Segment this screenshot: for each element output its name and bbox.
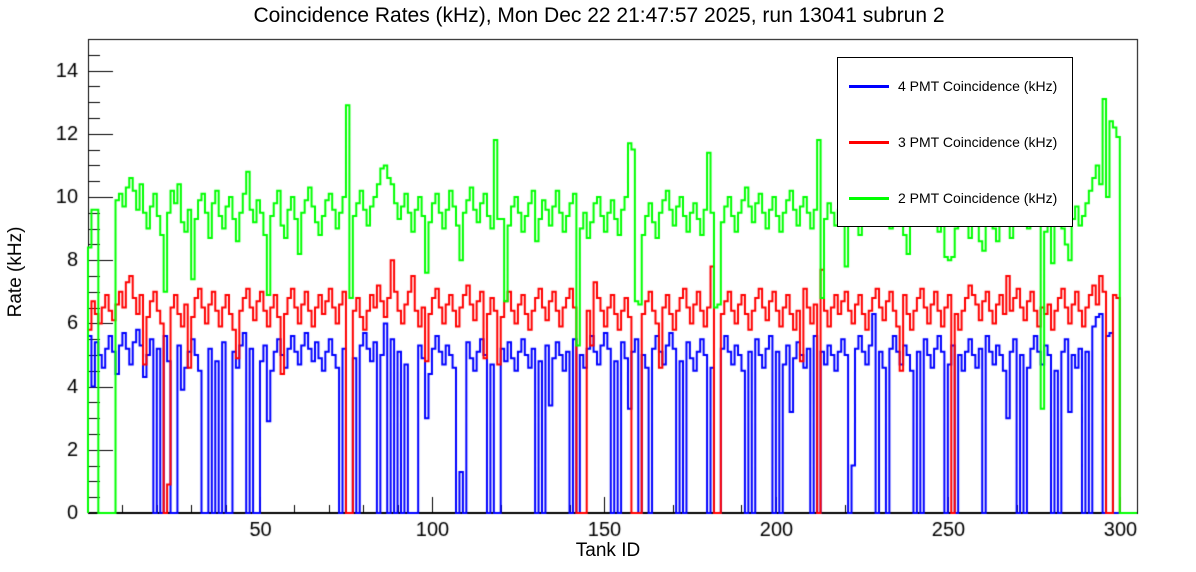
legend-line-2pmt-icon bbox=[849, 196, 889, 200]
x-axis-title: Tank ID bbox=[575, 540, 641, 561]
legend: 4 PMT Coincidence (kHz) 3 PMT Coincidenc… bbox=[837, 57, 1073, 227]
legend-item-3pmt: 3 PMT Coincidence (kHz) bbox=[838, 134, 1072, 150]
legend-label-4pmt: 4 PMT Coincidence (kHz) bbox=[898, 78, 1058, 94]
legend-item-2pmt: 2 PMT Coincidence (kHz) bbox=[838, 190, 1072, 206]
y-axis-title: Rate (kHz) bbox=[5, 226, 26, 318]
legend-label-2pmt: 2 PMT Coincidence (kHz) bbox=[898, 190, 1058, 206]
legend-item-4pmt: 4 PMT Coincidence (kHz) bbox=[838, 78, 1072, 94]
legend-line-4pmt-icon bbox=[849, 84, 889, 88]
chart-title: Coincidence Rates (kHz), Mon Dec 22 21:4… bbox=[253, 4, 945, 27]
legend-line-3pmt-icon bbox=[849, 140, 889, 144]
legend-label-3pmt: 3 PMT Coincidence (kHz) bbox=[898, 134, 1058, 150]
